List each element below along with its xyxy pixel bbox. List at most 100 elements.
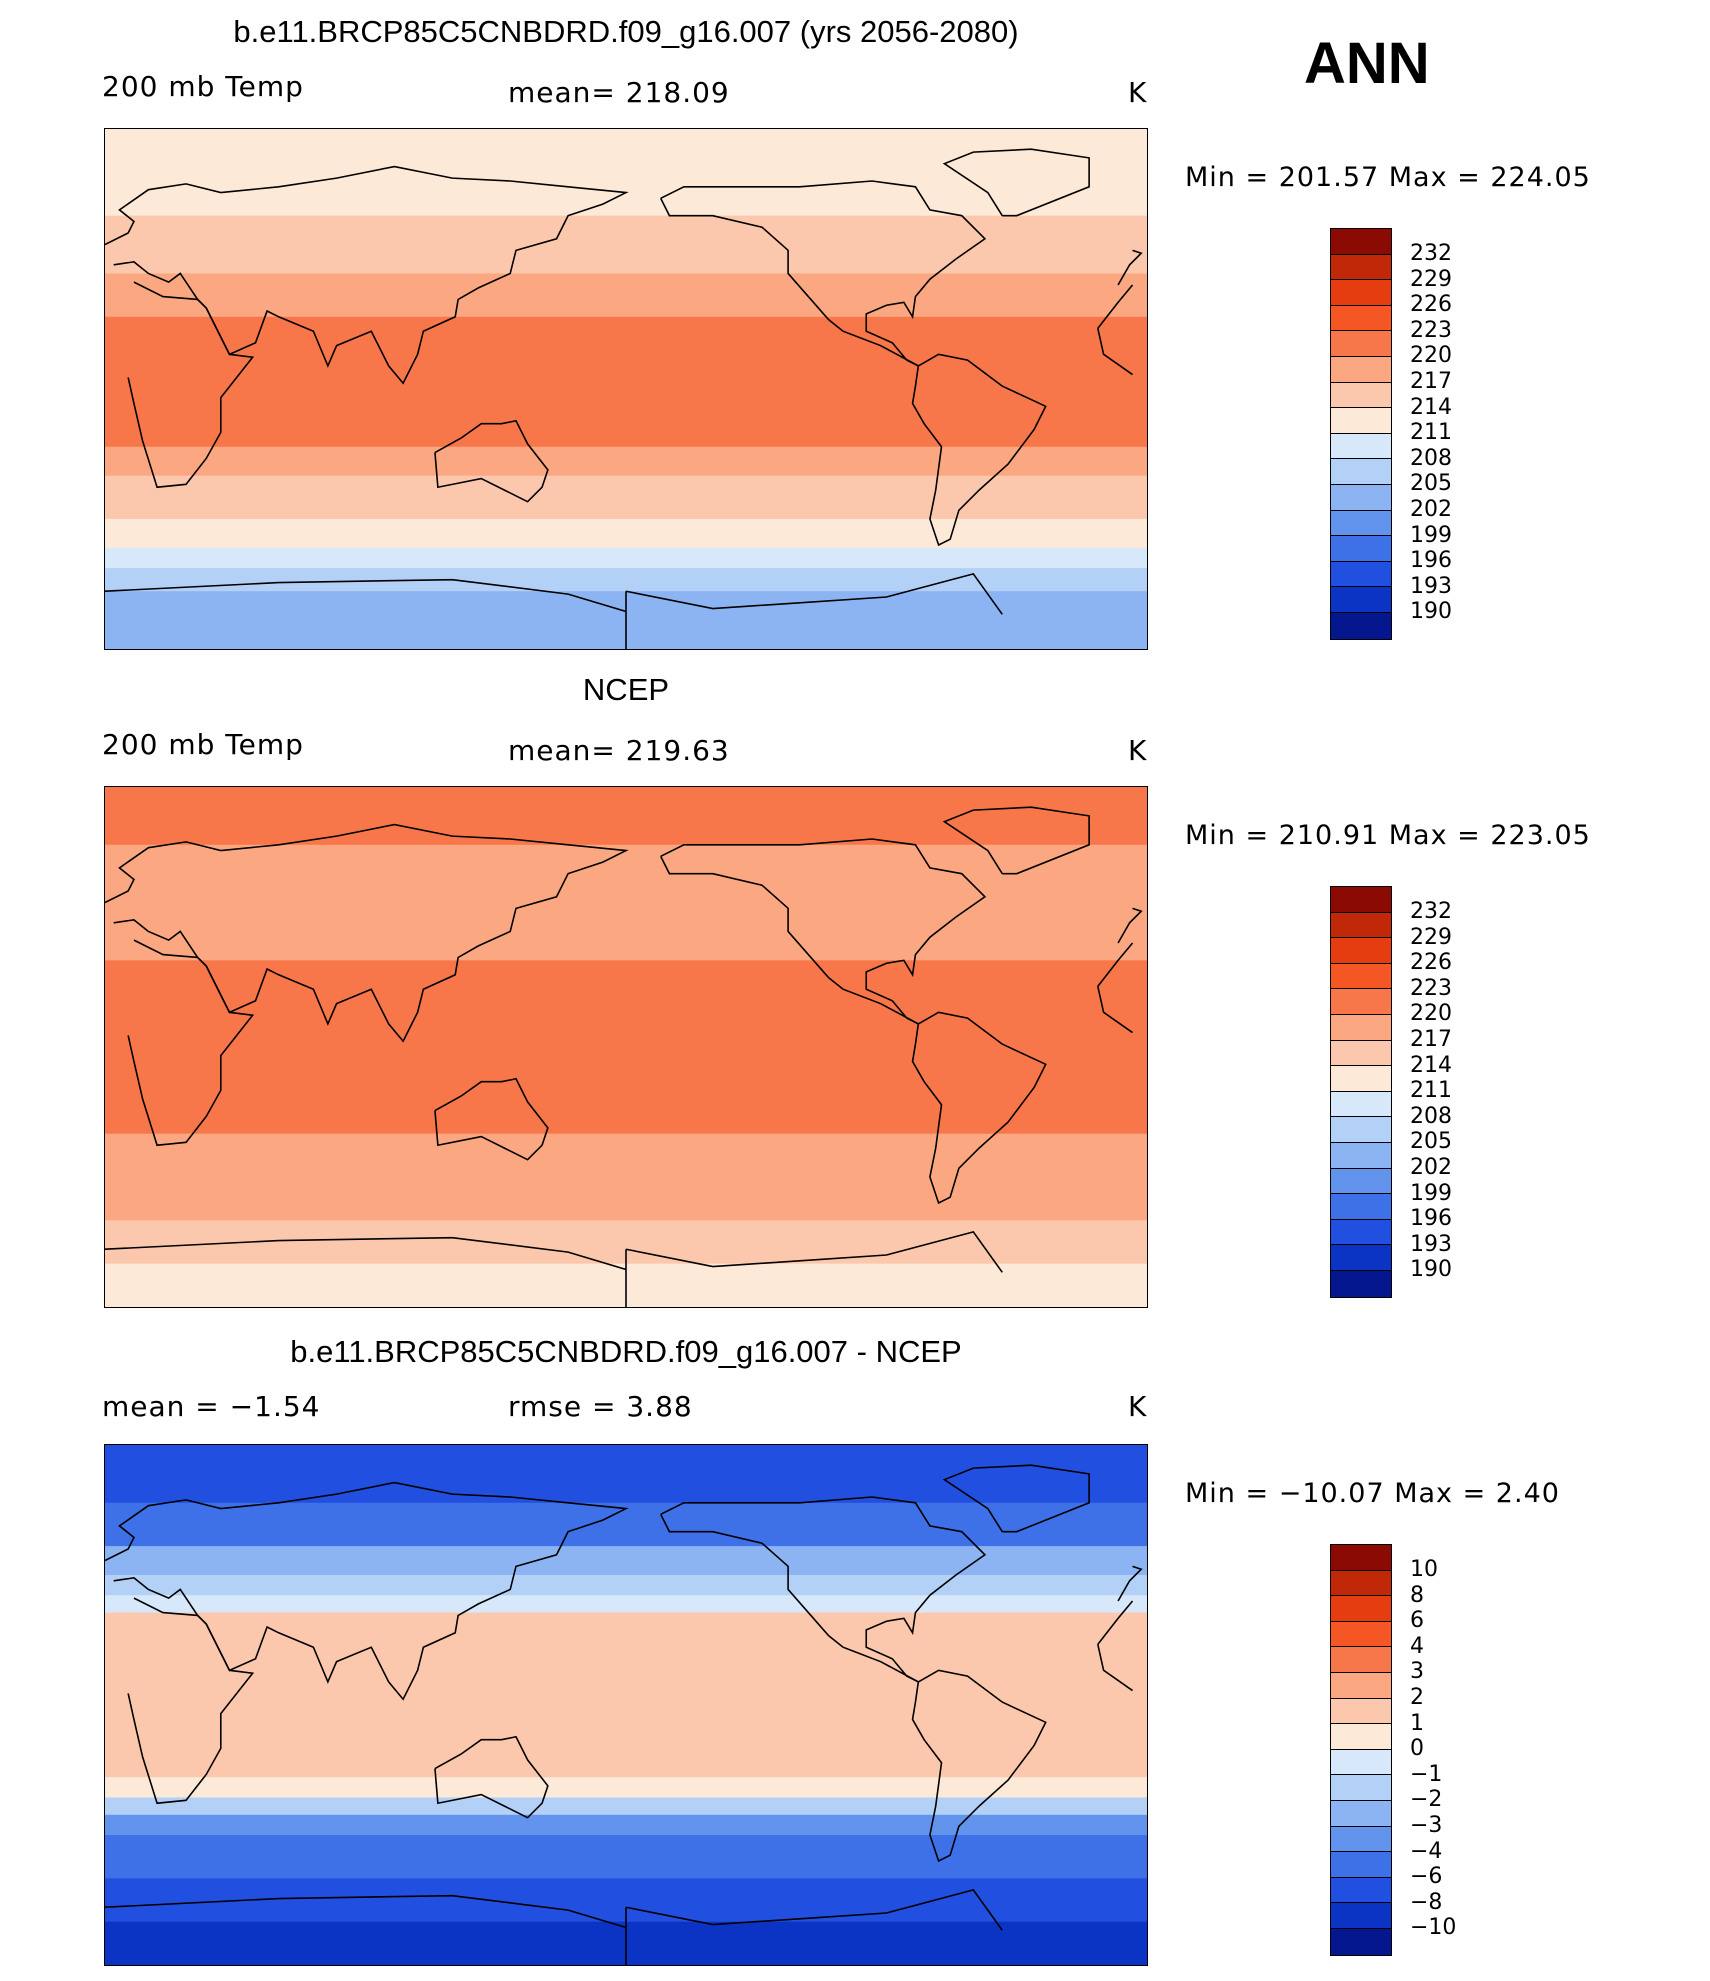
colorbar-tick-label: 196 xyxy=(1410,1206,1452,1232)
colorbar-swatch xyxy=(1331,254,1391,281)
latitude-band xyxy=(105,547,1147,569)
colorbar-tick-label: −3 xyxy=(1410,1812,1443,1838)
panel-3-rmse-label: rmse = 3.88 xyxy=(508,1390,693,1423)
colorbar-swatch xyxy=(1331,1672,1391,1699)
panel-1-mean-label: mean= 218.09 xyxy=(508,76,730,109)
colorbar-swatch xyxy=(1331,510,1391,537)
panel-3-units: K xyxy=(1128,1390,1148,1423)
coastline xyxy=(1097,1644,1133,1692)
latitude-band xyxy=(105,446,1147,477)
colorbar-swatch xyxy=(1331,912,1391,939)
coastline xyxy=(911,353,1047,547)
coastline xyxy=(911,1011,1047,1205)
colorbar-tick-label: 8 xyxy=(1410,1582,1424,1608)
latitude-band xyxy=(105,1546,1147,1576)
panel-2-minmax: Min = 210.91 Max = 223.05 xyxy=(1185,820,1591,851)
colorbar-swatch xyxy=(1331,1596,1391,1622)
colorbar-tick-label: 223 xyxy=(1410,975,1452,1001)
coastline xyxy=(660,838,987,1025)
panel-1-variable-label: 200 mb Temp xyxy=(102,70,304,103)
colorbar-tick-label: 205 xyxy=(1410,1129,1452,1155)
colorbar-swatch xyxy=(1331,561,1391,588)
colorbar-tick-label: 211 xyxy=(1410,1078,1452,1104)
colorbar-tick-label: 193 xyxy=(1410,1231,1452,1257)
latitude-band xyxy=(105,1595,1147,1614)
colorbar-swatch xyxy=(1331,612,1391,639)
colorbar-tick-label: 2 xyxy=(1410,1684,1424,1710)
colorbar-tick-label: 190 xyxy=(1410,599,1452,625)
panel-2-colorbar xyxy=(1330,886,1392,1298)
colorbar-swatch xyxy=(1331,1800,1391,1827)
colorbar-tick-label: 208 xyxy=(1410,1103,1452,1129)
colorbar-swatch xyxy=(1331,963,1391,990)
latitude-band xyxy=(105,960,1147,1135)
coastline xyxy=(942,806,1090,875)
panel-3-map xyxy=(104,1444,1148,1966)
colorbar-swatch xyxy=(1331,887,1391,913)
coastline xyxy=(1097,986,1133,1034)
colorbar-swatch xyxy=(1331,1903,1391,1929)
colorbar-tick-label: −2 xyxy=(1410,1787,1443,1813)
colorbar-tick-label: 226 xyxy=(1410,950,1452,976)
colorbar-swatch xyxy=(1331,382,1391,409)
colorbar-swatch xyxy=(1331,1724,1391,1750)
coastline xyxy=(434,419,549,503)
latitude-band xyxy=(105,1133,1147,1221)
colorbar-swatch xyxy=(1331,1040,1391,1067)
colorbar-tick-label: 4 xyxy=(1410,1633,1424,1659)
colorbar-tick-label: −6 xyxy=(1410,1864,1443,1890)
panel-3-mean-label: mean = −1.54 xyxy=(102,1390,321,1423)
colorbar-swatch xyxy=(1331,1168,1391,1195)
colorbar-tick-label: 220 xyxy=(1410,1001,1452,1027)
coastline xyxy=(127,939,255,1147)
coastline xyxy=(1097,942,1134,987)
colorbar-swatch xyxy=(1331,536,1391,562)
colorbar-swatch xyxy=(1331,1570,1391,1597)
colorbar-swatch xyxy=(1331,1270,1391,1297)
colorbar-swatch xyxy=(1331,1142,1391,1169)
coastline xyxy=(942,148,1090,217)
colorbar-swatch xyxy=(1331,1928,1391,1955)
colorbar-tick-label: 226 xyxy=(1410,292,1452,318)
panel-1-minmax: Min = 201.57 Max = 224.05 xyxy=(1185,162,1591,193)
panel-2-variable-label: 200 mb Temp xyxy=(102,728,304,761)
colorbar-tick-label: 232 xyxy=(1410,241,1452,266)
colorbar-swatch xyxy=(1331,356,1391,383)
colorbar-tick-label: −8 xyxy=(1410,1889,1443,1915)
latitude-band xyxy=(105,316,1147,448)
panel-2-mean-label: mean= 219.63 xyxy=(508,734,730,767)
panel-1-map xyxy=(104,128,1148,650)
latitude-band xyxy=(105,475,1147,520)
colorbar-swatch xyxy=(1331,1245,1391,1271)
panel-1-units: K xyxy=(1128,76,1148,109)
colorbar-tick-label: 0 xyxy=(1410,1736,1424,1762)
colorbar-tick-label: 10 xyxy=(1410,1557,1438,1582)
colorbar-swatch xyxy=(1331,280,1391,306)
colorbar-tick-label: 3 xyxy=(1410,1659,1424,1685)
latitude-band xyxy=(105,129,1147,217)
coastline xyxy=(1117,907,1143,944)
latitude-band xyxy=(105,787,1147,846)
latitude-band xyxy=(105,215,1147,274)
colorbar-swatch xyxy=(1331,1621,1391,1648)
coastline xyxy=(660,180,987,367)
colorbar-swatch xyxy=(1331,938,1391,964)
colorbar-tick-label: 202 xyxy=(1410,496,1452,522)
colorbar-tick-label: 196 xyxy=(1410,548,1452,574)
latitude-band xyxy=(105,1445,1147,1504)
colorbar-tick-label: 217 xyxy=(1410,368,1452,394)
coastline xyxy=(105,1236,627,1307)
coastline xyxy=(660,1496,987,1683)
coastline xyxy=(105,1894,627,1965)
colorbar-tick-label: 217 xyxy=(1410,1026,1452,1052)
panel-1-colorbar xyxy=(1330,228,1392,640)
colorbar-tick-label: 214 xyxy=(1410,1052,1452,1078)
colorbar-tick-label: 6 xyxy=(1410,1608,1424,1634)
coastline xyxy=(434,1077,549,1161)
panel-3-colorbar xyxy=(1330,1544,1392,1956)
coastline xyxy=(1097,1600,1134,1645)
colorbar-swatch xyxy=(1331,459,1391,485)
colorbar-tick-label: 229 xyxy=(1410,924,1452,950)
colorbar-swatch xyxy=(1331,1826,1391,1853)
coastline xyxy=(434,1735,549,1819)
